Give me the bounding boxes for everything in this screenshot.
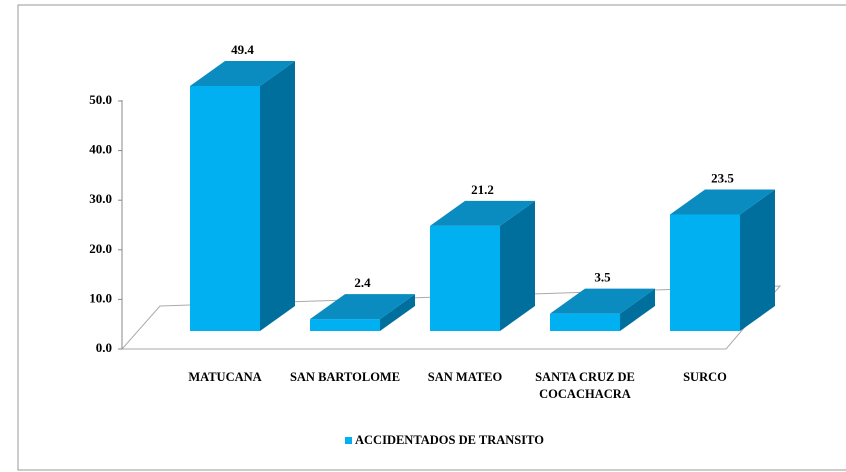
bar-side — [260, 60, 295, 331]
bar-side — [380, 294, 415, 331]
bar-top — [430, 200, 535, 226]
x-tick-label: SAN BARTOLOME — [289, 370, 401, 384]
chart-frame — [17, 4, 846, 471]
bar — [550, 313, 620, 331]
bar-top — [550, 288, 655, 314]
x-tick-label: SURCO — [683, 370, 727, 384]
y-tick-label: 50.0 — [89, 92, 112, 107]
value-label: 23.5 — [711, 170, 734, 185]
bar-top — [310, 294, 415, 320]
floor — [120, 285, 782, 350]
value-label: 2.4 — [354, 275, 371, 290]
bar — [190, 85, 260, 331]
x-tick-label: MATUCANA — [188, 370, 262, 384]
bar — [310, 319, 380, 331]
value-label: 21.2 — [471, 182, 494, 197]
bar-top — [190, 60, 295, 86]
value-label: 3.5 — [594, 270, 611, 285]
x-tick-label: SAN MATEO — [427, 370, 503, 384]
y-tick-label: 10.0 — [89, 290, 112, 305]
y-tick-label: 0.0 — [96, 340, 112, 355]
x-tick-label: SANTA CRUZ DE COCACHACRA — [535, 370, 635, 401]
bar-side — [620, 288, 655, 331]
bar-side — [740, 189, 775, 331]
legend-swatch — [345, 437, 352, 444]
bar-side — [500, 200, 535, 331]
value-label: 49.4 — [231, 42, 254, 57]
legend-label: ACCIDENTADOS DE TRANSITO — [355, 433, 544, 447]
y-tick-label: 20.0 — [89, 241, 112, 256]
y-tick-label: 30.0 — [89, 191, 112, 206]
bar — [670, 214, 740, 331]
bar — [430, 225, 500, 331]
bar-top — [670, 189, 775, 215]
y-tick-label: 40.0 — [89, 142, 112, 157]
